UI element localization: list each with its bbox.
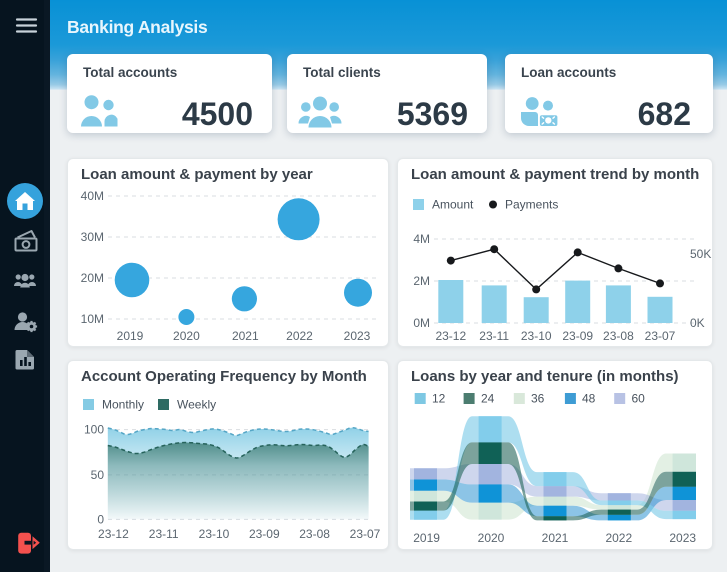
svg-text:Weekly: Weekly [177,398,216,412]
svg-text:48: 48 [582,392,596,406]
svg-text:Loan amount & payment trend by: Loan amount & payment trend by month [411,166,699,183]
svg-text:10M: 10M [81,312,104,326]
svg-text:60: 60 [632,392,646,406]
svg-text:2019: 2019 [413,531,440,545]
svg-text:23-07: 23-07 [645,329,676,343]
svg-text:23-10: 23-10 [521,329,552,343]
svg-text:50K: 50K [690,247,711,261]
svg-text:2021: 2021 [542,531,569,545]
svg-text:23-08: 23-08 [603,329,634,343]
svg-text:Payments: Payments [505,198,558,212]
svg-text:0M: 0M [413,316,430,330]
svg-text:2020: 2020 [173,329,200,343]
svg-text:23-12: 23-12 [435,329,466,343]
svg-text:23-12: 23-12 [98,527,129,541]
svg-text:2021: 2021 [232,329,259,343]
svg-text:Monthly: Monthly [102,398,144,412]
svg-text:12: 12 [432,392,446,406]
svg-text:23-08: 23-08 [299,527,330,541]
svg-text:23-10: 23-10 [199,527,230,541]
svg-text:20M: 20M [81,271,104,285]
svg-text:Amount: Amount [432,198,474,212]
svg-text:2M: 2M [413,274,430,288]
svg-text:2023: 2023 [344,329,371,343]
svg-text:23-09: 23-09 [562,329,593,343]
svg-text:2022: 2022 [605,531,632,545]
svg-text:36: 36 [531,392,545,406]
svg-text:50: 50 [91,468,105,482]
svg-text:100: 100 [84,423,104,437]
svg-text:0: 0 [97,512,104,526]
svg-text:0K: 0K [690,316,705,330]
svg-text:Loans by year and tenure (in m: Loans by year and tenure (in months) [411,368,679,385]
svg-text:2022: 2022 [286,329,313,343]
svg-text:Account Operating Frequency by: Account Operating Frequency by Month [81,368,367,385]
svg-text:4M: 4M [413,232,430,246]
svg-text:23-11: 23-11 [479,329,509,343]
svg-text:Loan amount & payment by year: Loan amount & payment by year [81,166,313,183]
svg-text:23-09: 23-09 [249,527,280,541]
svg-text:2019: 2019 [117,329,144,343]
svg-text:23-11: 23-11 [149,527,179,541]
svg-text:40M: 40M [81,189,104,203]
svg-text:23-07: 23-07 [350,527,381,541]
svg-text:24: 24 [481,392,495,406]
svg-text:2020: 2020 [478,531,505,545]
svg-text:30M: 30M [81,230,104,244]
svg-text:2023: 2023 [669,531,696,545]
